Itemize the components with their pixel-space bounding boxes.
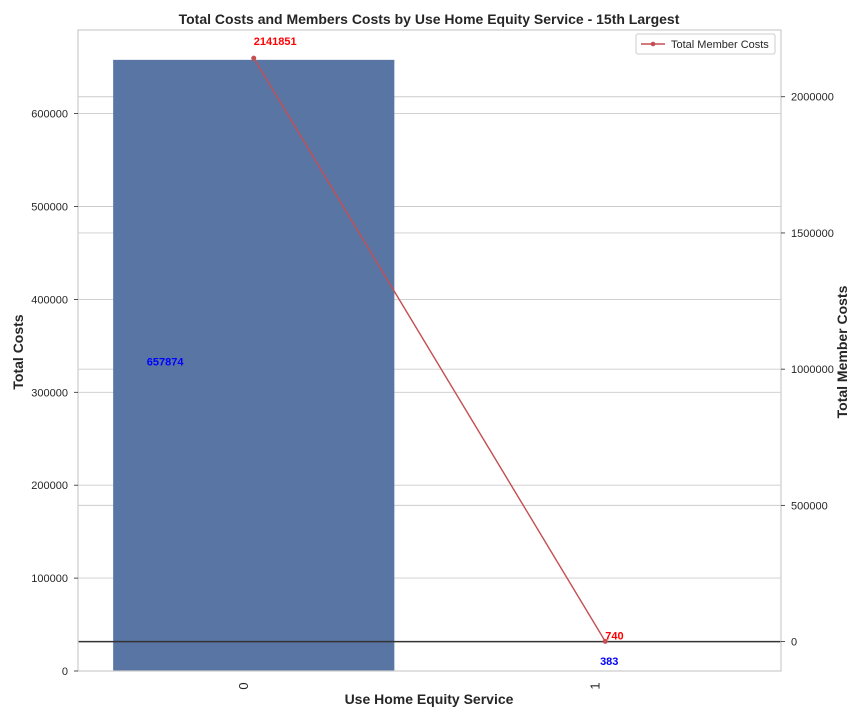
- bar-value-label: 383: [600, 656, 618, 668]
- bar-value-label: 657874: [147, 356, 185, 368]
- y2-tick-label: 2000000: [791, 92, 834, 104]
- y-tick-label: 0: [62, 666, 68, 678]
- line-point: [251, 55, 257, 61]
- y-tick-label: 400000: [31, 294, 68, 306]
- y2-tick-label: 0: [791, 637, 797, 649]
- y2-tick-label: 500000: [791, 500, 828, 512]
- x-axis-label: Use Home Equity Service: [345, 691, 514, 707]
- x-tick-label: 0: [236, 682, 251, 689]
- y2-tick-label: 1500000: [791, 228, 834, 240]
- right-axis-ticks: 0 500000 1000000 1500000 2000000: [781, 92, 834, 649]
- y2-tick-label: 1000000: [791, 364, 834, 376]
- chart-title: Total Costs and Members Costs by Use Hom…: [179, 11, 680, 27]
- bars: [113, 59, 746, 671]
- line-point: [602, 638, 608, 644]
- data-labels: 657874 383 2141851 740: [147, 36, 624, 668]
- series-line: [253, 57, 606, 642]
- y-tick-label: 600000: [31, 109, 68, 121]
- plot-frame: [77, 29, 782, 672]
- x-tick-label: 1: [587, 682, 602, 689]
- bar: [113, 59, 395, 671]
- legend-label: Total Member Costs: [671, 39, 769, 51]
- line-value-label: 740: [605, 630, 623, 642]
- y-tick-label: 200000: [31, 480, 68, 492]
- left-axis-ticks: 0 100000 200000 300000 400000 500000 600000: [31, 109, 78, 678]
- legend-box: [635, 33, 776, 55]
- y-tick-label: 500000: [31, 202, 68, 214]
- y-tick-label: 300000: [31, 387, 68, 399]
- y-tick-label: 100000: [31, 573, 68, 585]
- line-series: [251, 55, 608, 644]
- y2-axis-label: Total Member Costs: [834, 285, 850, 418]
- line-value-label: 2141851: [254, 36, 297, 48]
- y-axis-label: Total Costs: [10, 314, 26, 389]
- legend-marker: [650, 41, 656, 47]
- legend: Total Member Costs: [635, 33, 776, 55]
